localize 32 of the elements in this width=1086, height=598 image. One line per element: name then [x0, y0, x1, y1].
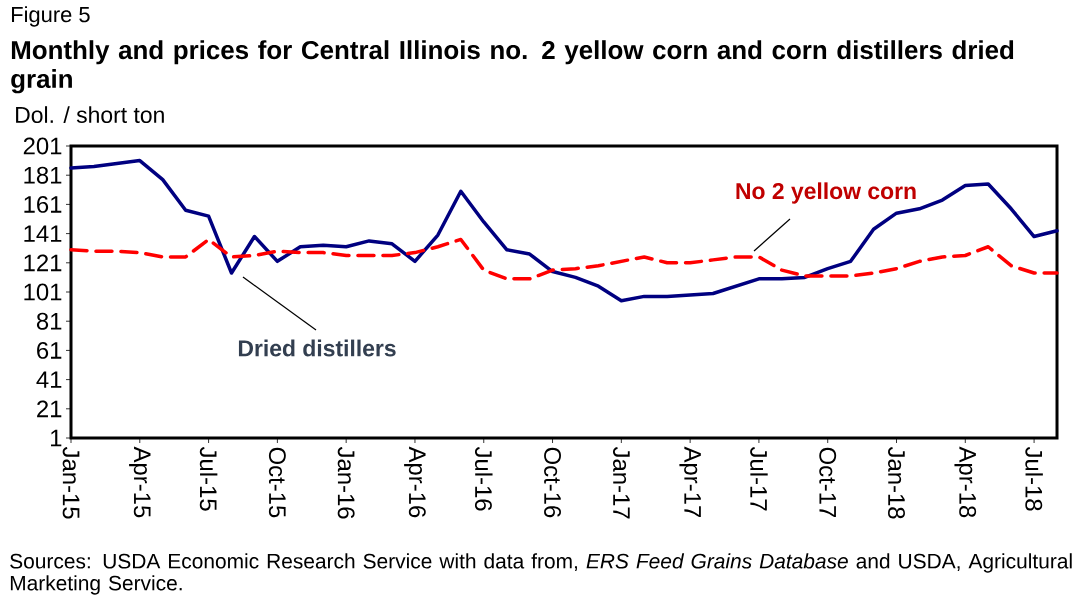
x-tick-label: Oct-15	[268, 447, 286, 518]
x-tick-label: Jan-15	[62, 446, 80, 519]
text: No 2 yellow corn	[736, 182, 916, 204]
y-tick-label: 1	[51, 429, 62, 447]
y-axis-title: Dol. / short ton	[16, 106, 164, 124]
text: Dried distillers	[238, 339, 396, 357]
y-tick-label: 41	[36, 371, 62, 388]
x-tick-label: Apr-18	[954, 446, 977, 518]
x-tick-label: Jul-18	[1025, 446, 1043, 511]
x-tick-label: Apr-17	[679, 446, 701, 518]
x-tick-label: Jul-16	[474, 446, 493, 511]
chart-title: Monthly and prices for Central Illinois no. 2 yellow corn and corn distillers dried grain	[11, 40, 1014, 94]
x-tick-label: Apr-16	[404, 446, 426, 518]
x-tick-label: Jan-16	[337, 446, 355, 519]
y-tick-label: 141	[24, 225, 62, 242]
y-tick-label: 201	[23, 137, 62, 155]
x-tick-label: Jan-18	[888, 446, 905, 519]
text: Sources: USDA Economic Research Service with data from, ERS Feed Grains Database and USDA, Agricultural Marketing Service.	[10, 553, 1072, 595]
y-tick-label: 81	[36, 312, 62, 330]
x-tick-label: Jul-15	[199, 446, 218, 511]
y-tick-label: 21	[37, 400, 62, 418]
x-tick-label: Jan-17	[612, 446, 630, 519]
x-tick-label: Apr-15	[129, 446, 151, 518]
y-tick-label: 181	[24, 166, 62, 184]
caption: Figure 5	[12, 6, 90, 27]
x-tick-label: Oct-17	[819, 447, 837, 518]
y-tick-label: 121	[24, 254, 62, 272]
y-tick-label: 161	[24, 195, 62, 213]
y-tick-label: 61	[37, 341, 62, 359]
y-tick-label: 101	[24, 283, 62, 301]
x-tick-label: Jul-17	[750, 446, 768, 511]
x-tick-label: Oct-16	[544, 447, 561, 518]
